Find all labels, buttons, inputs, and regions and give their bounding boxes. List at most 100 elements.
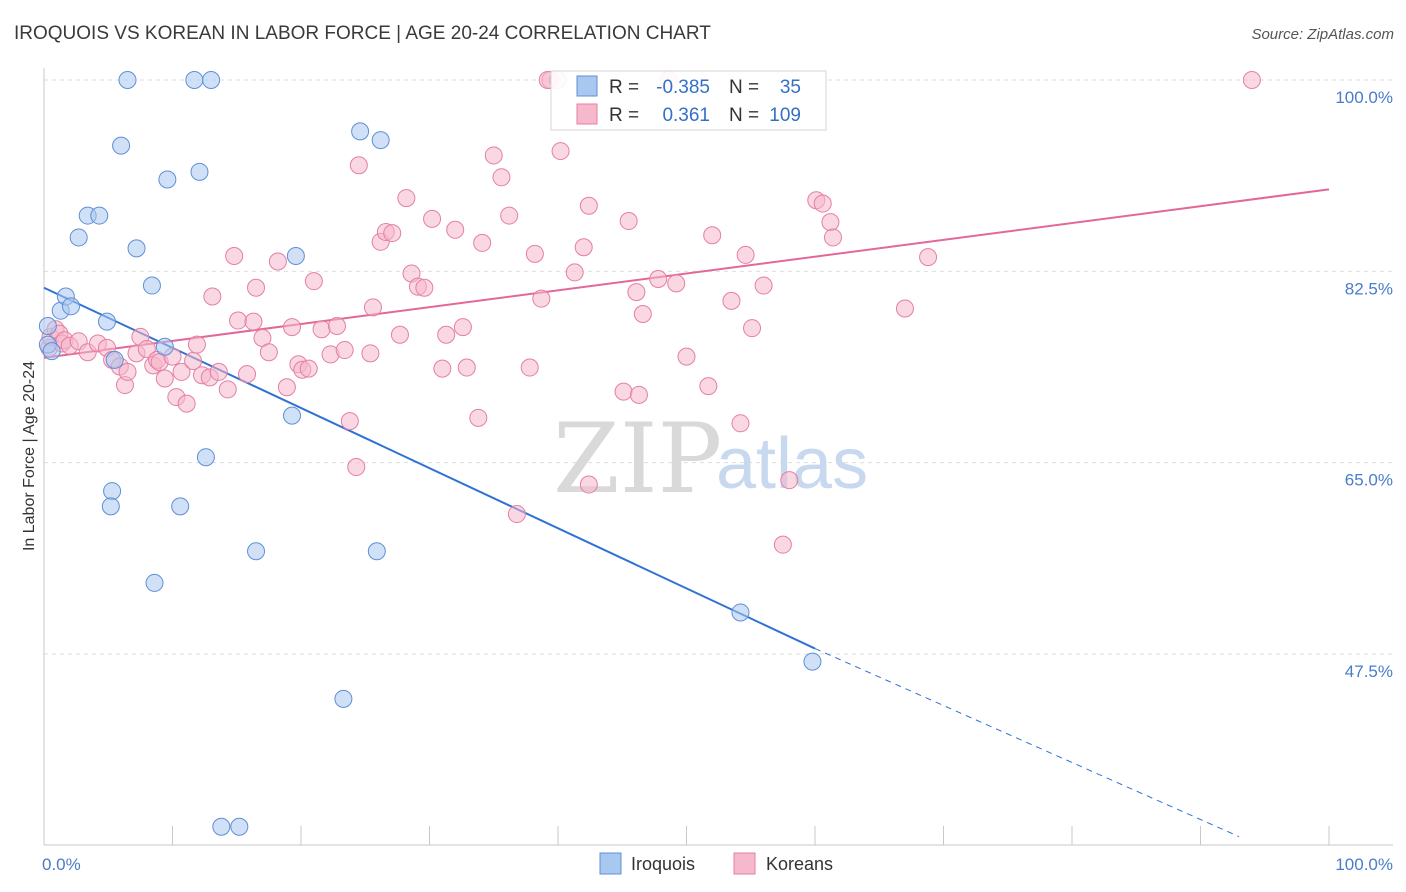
point-0-10 [105,350,124,369]
point-1-65 [433,359,452,378]
point-1-89 [629,385,648,404]
watermark-atlas: atlas [716,424,868,504]
y-axis-label: In Labor Force | Age 20-24 [21,361,38,551]
point-1-32 [218,380,237,399]
x-axis-ticks [43,826,1330,845]
y-tick-label-3: 47.5% [1345,662,1393,681]
legend-r-value-iroquois: -0.385 [656,77,710,98]
x-tick-label-0: 0.0% [42,855,81,874]
point-1-96 [703,226,722,245]
chart-source: Source: ZipAtlas.com [1251,26,1394,43]
point-0-21 [212,817,231,836]
point-0-6 [69,228,88,247]
trend-line-1 [43,188,1330,359]
point-1-100 [743,319,762,338]
point-1-101 [754,276,773,295]
point-0-0 [38,317,57,335]
point-0-33 [171,497,190,516]
point-1-87 [619,212,638,231]
point-1-39 [259,343,278,362]
y-tick-label-1: 82.5% [1345,279,1393,298]
point-1-76 [520,358,539,377]
legend-n-label-koreans: N = [729,105,759,126]
point-0-14 [142,276,161,295]
point-0-24 [283,406,302,425]
point-1-106 [821,213,840,232]
point-0-5 [61,297,80,316]
point-1-85 [579,196,598,215]
point-1-107 [823,228,842,247]
point-1-17 [137,339,156,358]
point-1-105 [813,194,832,213]
point-0-8 [90,206,109,225]
point-0-20 [202,71,221,89]
point-0-34 [731,603,750,622]
point-1-88 [627,283,646,302]
point-1-40 [268,252,287,271]
y-tick-label-2: 65.0% [1345,471,1393,490]
legend-n-value-iroquois: 35 [780,77,801,98]
point-1-73 [492,168,511,187]
point-1-108 [895,299,914,318]
trend-line-extension-0 [814,648,1240,838]
bottom-legend: Iroquois Koreans [599,852,833,875]
x-tick-label-1: 100.0% [1335,855,1393,874]
bottom-legend-swatch-iroquois [599,852,622,875]
point-1-94 [677,347,696,366]
point-1-110 [1242,71,1261,89]
point-0-18 [190,162,209,181]
point-1-97 [722,291,741,310]
point-0-13 [127,239,146,258]
legend-swatch-koreans [576,103,598,125]
x-tick-labels: 0.0% 100.0% [42,855,1393,874]
point-0-27 [351,122,370,141]
point-1-27 [187,335,206,354]
point-1-46 [304,272,323,291]
y-tick-label-0: 100.0% [1335,88,1393,107]
point-0-35 [803,652,822,671]
point-0-2 [42,342,61,361]
point-1-21 [155,369,174,388]
legend-r-value-koreans: 0.361 [662,105,710,126]
point-1-63 [415,278,434,297]
point-1-30 [203,287,222,306]
point-1-71 [473,233,492,252]
point-1-58 [383,224,402,243]
point-1-78 [532,289,551,308]
point-1-91 [649,269,668,288]
point-1-47 [312,320,331,339]
point-1-77 [525,244,544,263]
point-1-72 [484,146,503,165]
point-1-69 [457,358,476,377]
point-1-83 [574,238,593,257]
point-1-98 [731,414,750,433]
point-1-82 [565,263,584,282]
point-1-103 [780,471,799,490]
point-0-25 [286,247,305,266]
point-1-66 [437,325,456,344]
point-1-53 [349,156,368,175]
point-0-17 [185,71,204,89]
watermark: ZIP atlas [553,403,868,515]
bottom-legend-label-koreans: Koreans [766,854,833,874]
point-1-86 [614,382,633,401]
point-1-45 [299,359,318,378]
point-1-93 [667,274,686,293]
point-1-95 [699,377,718,396]
point-0-29 [371,131,390,150]
point-1-84 [579,475,598,494]
point-1-55 [363,298,382,317]
bottom-legend-label-iroquois: Iroquois [631,854,695,874]
point-1-109 [919,248,938,267]
point-1-24 [172,362,191,381]
point-1-37 [247,278,266,297]
bottom-legend-swatch-koreans [733,852,756,875]
legend-box: R = -0.385 N = 35 R = 0.361 N = 109 [550,70,827,131]
point-0-22 [230,817,249,836]
watermark-zip: ZIP [553,403,722,515]
point-1-25 [177,394,196,413]
point-1-41 [277,378,296,397]
point-1-68 [453,318,472,337]
point-0-11 [112,136,131,155]
